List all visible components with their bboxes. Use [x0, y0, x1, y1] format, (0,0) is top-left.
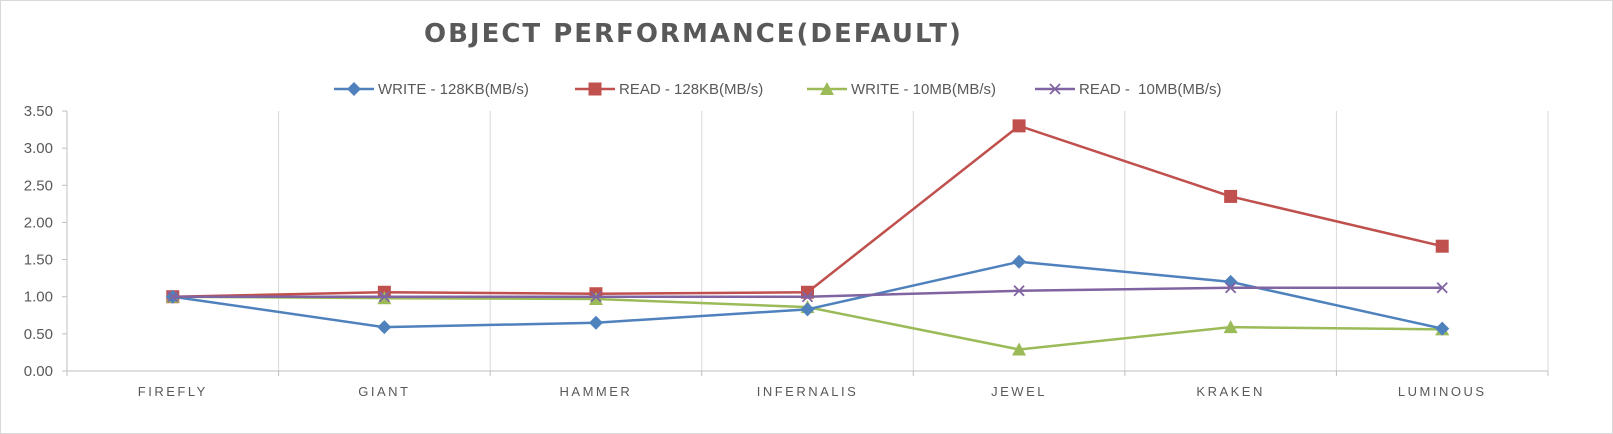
y-tick-label: 1.00: [24, 289, 53, 306]
axis-layer: 0.00 0.50 1.00 1.50 2.00 2.50 3.00 3.50 FIREFLY G…: [24, 103, 1549, 399]
series-2: [166, 119, 1449, 304]
marker-x-stroke: [1225, 282, 1237, 294]
data-point: [588, 291, 603, 305]
legend-item: READ - 10MB(MB/s): [1035, 81, 1222, 98]
x-tick-label: KRAKEN: [1196, 384, 1264, 399]
x-tick-label: HAMMER: [560, 384, 633, 399]
legend-marker: [1049, 83, 1061, 95]
marker-x-stroke: [167, 291, 179, 303]
data-point: [1012, 119, 1026, 133]
marker-x-stroke: [801, 291, 814, 303]
legend-label: WRITE - 10MB(MB/s): [851, 81, 996, 98]
legend-marker: [588, 82, 602, 96]
data-point: [1225, 282, 1237, 294]
y-tick-label: 2.50: [24, 177, 53, 194]
marker-x-stroke: [378, 291, 390, 303]
legend-label: READ - 128KB(MB/s): [619, 81, 763, 98]
data-point: [1013, 285, 1025, 297]
y-tick-label: 1.50: [24, 252, 53, 269]
data-point: [1223, 320, 1238, 334]
legend-item: WRITE - 128KB(MB/s): [334, 81, 529, 98]
chart-title: OBJECT PERFORMANCE(DEFAULT): [424, 19, 963, 49]
y-tick-label: 2.00: [24, 214, 53, 231]
data-point: [1435, 239, 1449, 253]
legend-item: WRITE - 10MB(MB/s): [807, 81, 996, 98]
x-tick-label: LUMINOUS: [1398, 384, 1487, 399]
data-point: [1224, 189, 1238, 203]
data-point: [1435, 321, 1450, 336]
x-tick-label: INFERNALIS: [757, 384, 859, 399]
data-point: [167, 291, 179, 303]
data-point: [801, 291, 814, 303]
legend-marker: [347, 82, 361, 96]
series-line: [172, 124, 1443, 298]
legend-marker: [820, 82, 834, 95]
data-point: [1012, 342, 1027, 356]
y-tick-label: 0.50: [24, 326, 53, 343]
data-point: [800, 302, 815, 317]
data-point: [377, 320, 392, 335]
data-point: [1012, 254, 1027, 269]
marker-x-stroke: [1436, 282, 1448, 294]
y-tick-label: 0.00: [24, 363, 53, 380]
y-tick-label: 3.50: [24, 103, 53, 120]
data-point: [588, 315, 603, 330]
marker-x-stroke: [1049, 83, 1061, 95]
series-layer: [165, 119, 1450, 356]
legend-item: READ - 128KB(MB/s): [575, 81, 763, 98]
legend-label: READ - 10MB(MB/s): [1079, 81, 1222, 98]
legend-layer: WRITE - 128KB(MB/s) READ - 128KB(MB/s) WRI…: [334, 81, 1222, 98]
data-point: [590, 291, 602, 303]
x-tick-label: JEWEL: [991, 384, 1047, 399]
legend-label: WRITE - 128KB(MB/s): [378, 81, 529, 98]
data-point: [1436, 282, 1448, 294]
x-tick-label: GIANT: [358, 384, 410, 399]
marker-x-stroke: [590, 291, 602, 303]
x-tick-label: FIREFLY: [138, 384, 208, 399]
marker-x-stroke: [1013, 285, 1025, 297]
grid-layer: [278, 111, 1549, 371]
y-tick-label: 3.00: [24, 140, 53, 157]
series-4: [167, 282, 1448, 303]
data-point: [378, 291, 390, 303]
